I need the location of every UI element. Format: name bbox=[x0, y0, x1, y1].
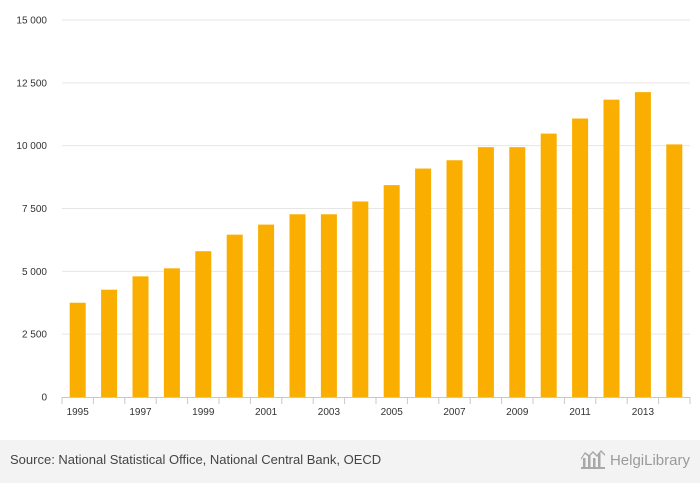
brand-name: HelgiLibrary bbox=[609, 451, 690, 469]
bar-2008 bbox=[477, 147, 494, 397]
y-tick-label: 15 000 bbox=[16, 16, 47, 27]
bar-1995 bbox=[69, 302, 86, 397]
y-tick-label: 2 500 bbox=[22, 330, 47, 341]
bar-2011 bbox=[572, 118, 589, 398]
library-building-icon bbox=[580, 450, 605, 469]
x-tick-label: 2009 bbox=[506, 407, 529, 418]
y-tick-label: 0 bbox=[41, 393, 47, 404]
y-tick-label: 12 500 bbox=[16, 78, 47, 89]
y-axis-tick-labels: 0 2 500 5 000 7 500 10 000 12 500 15 000 bbox=[16, 16, 47, 404]
x-tick-label: 2005 bbox=[381, 407, 404, 418]
x-tick-label: 1999 bbox=[192, 407, 215, 418]
brand-logo-group: HelgiLibrary bbox=[580, 449, 690, 471]
x-axis bbox=[61, 397, 691, 404]
x-axis-tick-labels: 1995 1997 1999 2001 2003 2005 2007 2009 2011 2013 bbox=[67, 407, 655, 418]
bar-2000 bbox=[226, 234, 243, 397]
bar-2012 bbox=[603, 99, 620, 398]
bar-2007 bbox=[446, 160, 463, 397]
grid-lines bbox=[62, 19, 690, 335]
chart-footer: Source: National Statistical Office, Nat… bbox=[0, 440, 700, 483]
x-tick-label: 1997 bbox=[129, 407, 152, 418]
bar-1997 bbox=[132, 276, 149, 397]
y-tick-label: 5 000 bbox=[22, 267, 47, 278]
bar-1999 bbox=[195, 251, 212, 397]
y-tick-label: 7 500 bbox=[22, 204, 47, 215]
bar-2010 bbox=[540, 133, 557, 397]
bar-2003 bbox=[320, 214, 337, 397]
x-tick-label: 2003 bbox=[318, 407, 341, 418]
x-tick-label: 2007 bbox=[443, 407, 466, 418]
bar-1996 bbox=[101, 289, 118, 397]
bar-2002 bbox=[289, 214, 306, 397]
bar-1998 bbox=[163, 268, 180, 397]
bar-2014 bbox=[666, 144, 683, 397]
source-note: Source: National Statistical Office, Nat… bbox=[10, 452, 382, 467]
x-tick-label: 2013 bbox=[632, 407, 655, 418]
bars bbox=[69, 92, 683, 398]
x-tick-label: 2001 bbox=[255, 407, 278, 418]
bar-2005 bbox=[383, 185, 400, 397]
x-tick-label: 2011 bbox=[569, 407, 591, 418]
bar-2001 bbox=[258, 224, 275, 397]
x-tick-label: 1995 bbox=[67, 407, 90, 418]
bar-2004 bbox=[352, 201, 369, 397]
bar-2009 bbox=[509, 147, 526, 397]
bar-2013 bbox=[634, 92, 651, 397]
bar-2006 bbox=[415, 168, 432, 397]
y-tick-label: 10 000 bbox=[16, 141, 47, 152]
